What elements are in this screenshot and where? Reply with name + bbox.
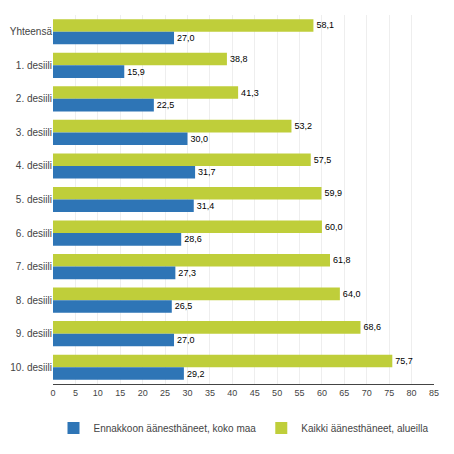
svg-text:2. desiili: 2. desiili — [16, 93, 52, 104]
svg-text:5. desiili: 5. desiili — [16, 194, 52, 205]
svg-text:57,5: 57,5 — [314, 155, 332, 165]
svg-text:10. desiili: 10. desiili — [10, 362, 52, 373]
svg-text:31,7: 31,7 — [198, 167, 216, 177]
svg-text:Ennakkoon äänesthäneet, koko m: Ennakkoon äänesthäneet, koko maa — [94, 423, 257, 434]
svg-text:35: 35 — [205, 388, 215, 398]
svg-text:28,6: 28,6 — [184, 234, 202, 244]
svg-text:20: 20 — [138, 388, 148, 398]
svg-text:29,2: 29,2 — [187, 369, 205, 379]
svg-text:15,9: 15,9 — [127, 67, 145, 77]
svg-text:75: 75 — [384, 388, 394, 398]
svg-text:30: 30 — [182, 388, 192, 398]
svg-text:38,8: 38,8 — [230, 54, 248, 64]
svg-text:61,8: 61,8 — [333, 255, 351, 265]
svg-text:8. desiili: 8. desiili — [16, 295, 52, 306]
svg-text:64,0: 64,0 — [343, 289, 361, 299]
svg-text:26,5: 26,5 — [175, 301, 193, 311]
svg-text:80: 80 — [407, 388, 417, 398]
svg-text:45: 45 — [250, 388, 260, 398]
svg-text:22,5: 22,5 — [157, 100, 175, 110]
svg-text:3. desiili: 3. desiili — [16, 127, 52, 138]
svg-text:25: 25 — [160, 388, 170, 398]
svg-text:Kaikki äänesthäneet, alueilla: Kaikki äänesthäneet, alueilla — [301, 423, 428, 434]
svg-text:58,1: 58,1 — [316, 20, 334, 30]
svg-text:55: 55 — [295, 388, 305, 398]
svg-text:40: 40 — [227, 388, 237, 398]
svg-text:60: 60 — [317, 388, 327, 398]
svg-text:59,9: 59,9 — [324, 188, 342, 198]
svg-text:6. desiili: 6. desiili — [16, 228, 52, 239]
svg-text:4. desiili: 4. desiili — [16, 160, 52, 171]
svg-text:31,4: 31,4 — [197, 201, 215, 211]
svg-text:1. desiili: 1. desiili — [16, 60, 52, 71]
svg-text:7. desiili: 7. desiili — [16, 261, 52, 272]
svg-text:60,0: 60,0 — [325, 222, 343, 232]
svg-text:70: 70 — [362, 388, 372, 398]
svg-text:0: 0 — [50, 388, 55, 398]
svg-text:65: 65 — [339, 388, 349, 398]
svg-text:53,2: 53,2 — [294, 121, 312, 131]
svg-text:5: 5 — [73, 388, 78, 398]
svg-text:85: 85 — [429, 388, 439, 398]
svg-text:10: 10 — [93, 388, 103, 398]
svg-text:15: 15 — [115, 388, 125, 398]
svg-text:41,3: 41,3 — [241, 88, 259, 98]
svg-text:27,3: 27,3 — [178, 268, 196, 278]
svg-text:30,0: 30,0 — [190, 134, 208, 144]
svg-text:27,0: 27,0 — [177, 33, 195, 43]
svg-text:68,6: 68,6 — [363, 322, 381, 332]
svg-text:50: 50 — [272, 388, 282, 398]
svg-text:Yhteensä: Yhteensä — [10, 26, 53, 37]
svg-text:27,0: 27,0 — [177, 335, 195, 345]
svg-text:9. desiili: 9. desiili — [16, 328, 52, 339]
svg-text:75,7: 75,7 — [395, 356, 413, 366]
